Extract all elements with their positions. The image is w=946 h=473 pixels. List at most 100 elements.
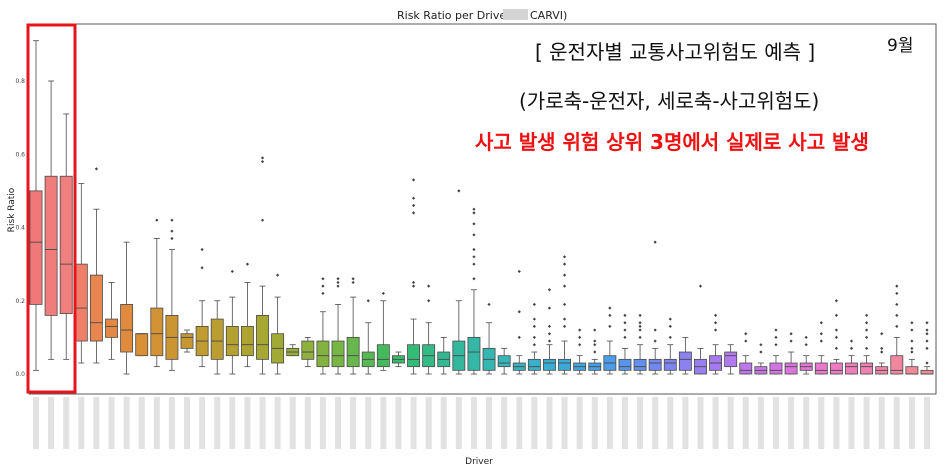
outlier-point [260,156,265,160]
outlier-point [608,306,612,310]
box-driver [437,336,451,375]
box-iqr [829,362,843,375]
outlier-point [532,335,536,339]
x-tick-label-redacted [591,397,598,449]
box-driver [391,351,405,368]
box-iqr [633,358,647,371]
outlier-point [532,324,536,328]
x-tick-label-redacted [153,397,160,449]
box-driver [845,339,858,375]
outlier-point [910,321,914,325]
outlier-point [895,302,899,307]
x-tick-label-redacted [682,397,689,449]
outlier-point [487,302,491,307]
box-driver [29,40,43,371]
outlier-point [336,284,340,288]
outlier-point [547,288,552,292]
y-tick-label: 0.2 [15,298,25,305]
outlier-point [547,339,552,343]
box-driver [180,329,194,353]
outlier-point [668,317,672,321]
outlier-point [593,343,597,347]
box-iqr [724,351,738,368]
box-iqr [135,333,149,357]
x-tick-label-redacted [199,397,206,449]
box-driver [829,299,843,375]
outlier-point [804,343,808,347]
outlier-point [547,332,552,336]
box-driver [316,277,330,375]
outlier-point [562,302,567,307]
x-tick-label-redacted [108,397,115,449]
outlier-point [593,339,597,343]
x-tick-label-redacted [123,397,130,449]
box-iqr [120,304,134,353]
outlier-point [517,269,521,274]
box-iqr [376,344,390,368]
x-tick-label-redacted [803,397,810,449]
box-iqr [59,175,73,314]
box-iqr [210,318,224,360]
outlier-point [260,218,265,222]
outlier-point [351,280,355,285]
outlier-point [744,332,748,336]
outlier-point [653,339,657,343]
x-tick-label-redacted [78,397,85,449]
x-tick-label-redacted [667,397,674,449]
outlier-point [472,222,476,226]
outlier-point [834,328,838,332]
outlier-point [532,302,536,307]
outlier-point [411,211,416,215]
outlier-point [880,346,884,350]
box-driver [784,332,798,375]
x-tick-label-redacted [908,397,915,449]
x-tick-label-redacted [637,397,644,449]
outlier-point [170,229,174,233]
box-driver [422,284,436,375]
box-iqr [497,355,511,368]
y-tick-label: 0.0 [15,371,25,378]
outlier-point [170,218,174,222]
outlier-point [834,313,838,317]
y-tick-label: 0.4 [15,225,25,232]
x-tick-label-redacted [501,397,508,449]
outlier-point [713,313,718,317]
box-iqr [105,318,118,338]
x-tick-label-redacted [440,397,447,449]
outlier-point [562,284,567,288]
box-driver [527,302,541,375]
outlier-point [819,339,823,343]
x-tick-label-redacted [365,397,372,449]
outlier-point [276,273,280,277]
outlier-point [321,284,325,288]
box-driver [739,332,753,375]
annotation-heading: [ 운전자별 교통사고위험도 예측 ] [535,40,816,64]
box-driver [648,240,662,375]
outlier-point [895,313,899,317]
x-tick-label-redacted [727,397,734,449]
outlier-point [789,332,793,336]
box-driver [59,113,73,360]
box-driver [678,336,692,375]
y-tick-label: 0.8 [15,78,25,85]
box-iqr [225,325,239,357]
outlier-point [623,321,627,325]
x-tick-label-redacted [289,397,296,449]
box-driver [663,317,677,375]
top3-highlight-box [26,23,77,394]
plot-frame [28,23,937,395]
outlier-point [864,328,869,332]
box-driver [558,255,571,375]
outlier-point [230,269,234,274]
box-iqr [467,336,481,371]
outlier-point [472,277,476,281]
outlier-point [472,255,476,259]
outlier-point [200,247,204,252]
box-driver [694,284,707,375]
box-iqr [527,358,541,371]
outlier-point [472,262,476,266]
box-driver [44,80,58,360]
box-iqr [150,307,164,357]
outlier-point [472,207,476,211]
x-tick-label-redacted [274,397,281,449]
